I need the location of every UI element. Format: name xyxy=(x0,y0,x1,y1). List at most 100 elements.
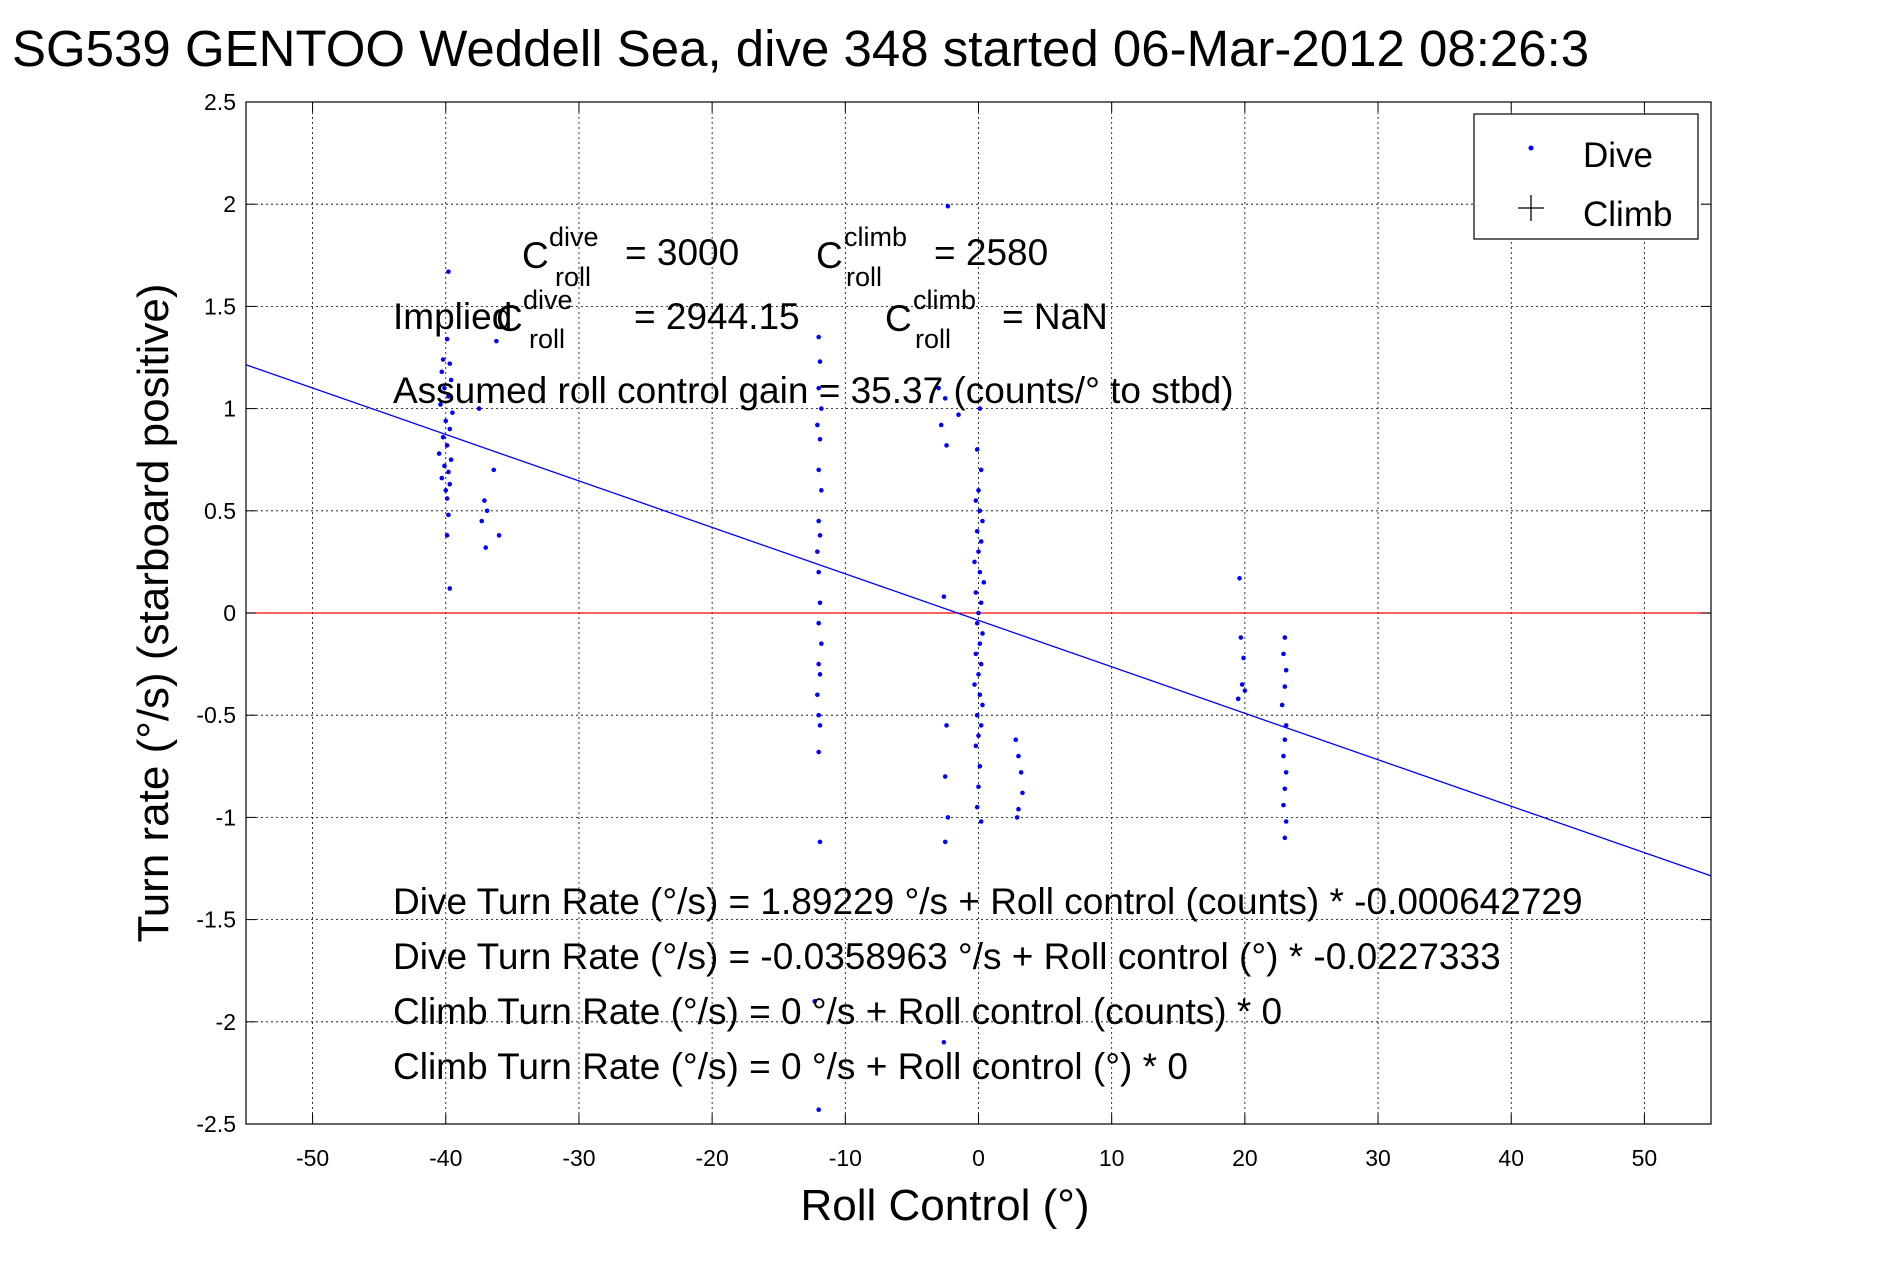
dive-point xyxy=(972,559,977,565)
legend-dive-marker xyxy=(1528,145,1534,151)
dive-point xyxy=(942,774,948,779)
dive-point xyxy=(1014,815,1020,820)
dive-point xyxy=(976,610,981,616)
dive-point xyxy=(976,733,981,738)
dive-point xyxy=(1239,682,1245,687)
c-climb-value: = 2580 xyxy=(934,232,1048,273)
dive-point xyxy=(447,481,453,487)
equation-climb-counts: Climb Turn Rate (°/s) = 0 °/s + Roll con… xyxy=(393,991,1282,1032)
dive-point xyxy=(483,545,489,550)
dive-point xyxy=(446,469,451,475)
dive-point xyxy=(450,410,455,415)
annotation-implied: Implied C dive roll = 2944.15 C climb ro… xyxy=(393,285,1108,354)
dive-point xyxy=(980,631,985,636)
dive-point xyxy=(976,549,981,554)
c-climb-base: C xyxy=(816,235,843,276)
axis-ticks: -50 -40 -30 -20 -10 0 10 20 30 40 50 2.5 2 1.5 1 0.5 0 -0… xyxy=(196,89,1711,1171)
legend-climb-marker xyxy=(1518,195,1544,221)
dive-point xyxy=(1238,635,1244,640)
dive-point xyxy=(974,712,980,718)
dive-point xyxy=(942,396,948,401)
legend-dive-label: Dive xyxy=(1583,136,1653,175)
dive-point xyxy=(817,600,823,606)
x-tick-label: 50 xyxy=(1632,1145,1658,1171)
dive-point xyxy=(494,338,499,344)
dive-point xyxy=(448,377,454,383)
dive-point xyxy=(817,672,823,677)
dive-point xyxy=(974,620,980,626)
dive-point xyxy=(1281,651,1286,657)
x-tick-label: 20 xyxy=(1232,1145,1258,1171)
c-dive-sup: dive xyxy=(549,222,599,252)
dive-point xyxy=(442,463,447,469)
dive-point xyxy=(978,723,984,728)
dive-point xyxy=(977,641,983,646)
dive-point xyxy=(482,498,487,503)
dive-point xyxy=(976,784,981,790)
dive-point xyxy=(447,361,453,366)
dive-point xyxy=(1018,770,1024,775)
legend: Dive Climb xyxy=(1473,113,1699,240)
dive-point xyxy=(1013,737,1019,743)
y-tick-label: 0.5 xyxy=(204,498,236,524)
dive-point xyxy=(448,457,454,463)
dive-point xyxy=(446,269,451,274)
dive-point xyxy=(976,672,981,677)
implied-climb-sup: climb xyxy=(913,285,976,315)
dive-point xyxy=(973,743,979,749)
annotation-c-dive: C dive roll = 3000 xyxy=(522,222,739,292)
x-tick-label: -20 xyxy=(696,1145,729,1171)
dive-point xyxy=(439,475,445,481)
legend-climb-label: Climb xyxy=(1583,195,1672,234)
chart-title: SG539 GENTOO Weddell Sea, dive 348 start… xyxy=(12,20,1589,77)
dive-point xyxy=(978,539,984,544)
dive-point xyxy=(817,533,823,538)
dive-point xyxy=(978,467,984,473)
dive-point xyxy=(816,334,821,340)
dive-point xyxy=(817,839,823,845)
dive-point xyxy=(938,422,944,428)
y-tick-label: -0.5 xyxy=(196,702,236,728)
dive-point xyxy=(1242,688,1248,693)
dive-point xyxy=(944,723,949,728)
dive-point xyxy=(444,533,450,538)
dive-point xyxy=(817,436,823,442)
dive-point xyxy=(816,518,821,524)
dive-point xyxy=(816,620,821,626)
dive-point xyxy=(973,590,979,595)
dive-point xyxy=(936,385,941,391)
dive-point xyxy=(496,533,502,538)
dive-point xyxy=(812,999,817,1004)
dive-point xyxy=(819,488,824,493)
y-tick-label: -1.5 xyxy=(196,907,236,933)
dive-point xyxy=(1237,575,1242,581)
dive-point xyxy=(1016,753,1021,759)
dive-point xyxy=(973,498,979,503)
dive-point xyxy=(972,682,977,687)
dive-point xyxy=(981,580,987,585)
c-dive-sub: roll xyxy=(555,262,591,292)
dive-point xyxy=(476,406,482,411)
dive-point xyxy=(1282,786,1288,792)
dive-point xyxy=(1241,655,1246,661)
dive-point xyxy=(1283,770,1289,775)
c-climb-sub: roll xyxy=(846,262,882,292)
dive-point xyxy=(819,641,824,646)
dive-point xyxy=(978,819,984,824)
x-tick-label: 0 xyxy=(972,1145,985,1171)
dive-point xyxy=(1282,737,1288,743)
x-tick-label: -50 xyxy=(296,1145,329,1171)
equation-dive-counts: Dive Turn Rate (°/s) = 1.89229 °/s + Rol… xyxy=(393,881,1583,922)
dive-point xyxy=(815,549,820,554)
annotation-gain: Assumed roll control gain = 35.37 (count… xyxy=(393,370,1234,411)
dive-point xyxy=(977,764,983,769)
dive-point xyxy=(439,369,445,375)
dive-point xyxy=(1282,635,1288,640)
annotation-c-climb: C climb roll = 2580 xyxy=(816,222,1048,292)
dive-points xyxy=(436,203,1289,1112)
dive-point xyxy=(819,406,824,411)
dive-point xyxy=(491,467,497,473)
reference-lines xyxy=(245,364,1712,877)
dive-point xyxy=(443,488,449,493)
legend-box xyxy=(1473,113,1699,240)
